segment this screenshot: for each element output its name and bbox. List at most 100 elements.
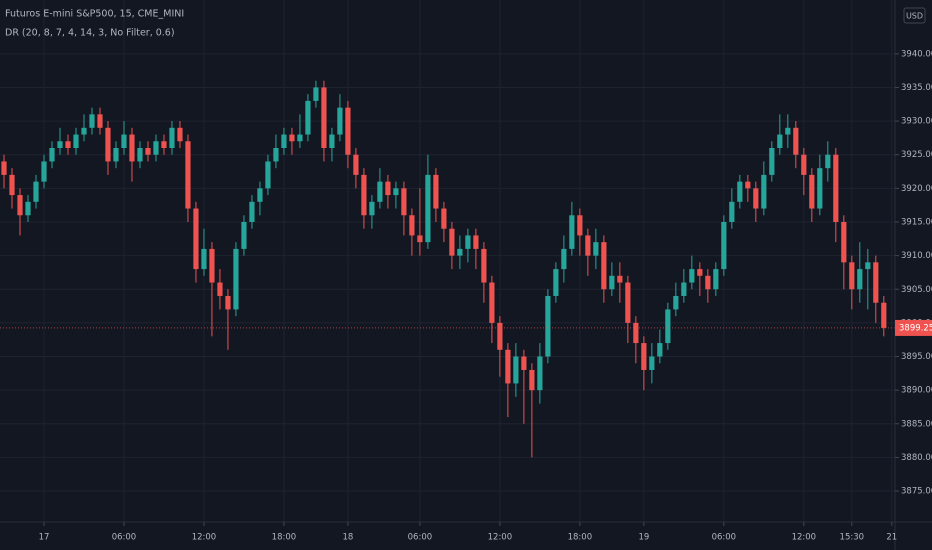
x-tick-label: 18:00 xyxy=(568,533,593,543)
candle-body xyxy=(713,269,719,290)
x-tick-label: 15:30 xyxy=(840,533,865,543)
candle-body xyxy=(553,269,559,296)
candle-body xyxy=(593,242,599,256)
candle-body xyxy=(217,282,223,296)
candle-body xyxy=(153,141,159,155)
candle-body xyxy=(321,87,327,148)
candle-body xyxy=(473,235,479,249)
candle-body xyxy=(665,309,671,344)
candle-body xyxy=(329,134,335,148)
candle-body xyxy=(401,188,407,216)
candle-body xyxy=(513,356,519,384)
candle-body xyxy=(81,127,87,135)
candle-body xyxy=(25,201,31,216)
candle-body xyxy=(385,181,391,196)
last-price-tag xyxy=(895,319,932,336)
candle-body xyxy=(201,248,207,270)
candle-body xyxy=(313,87,319,101)
x-tick-label: 18:00 xyxy=(272,533,297,543)
candle-body xyxy=(105,127,111,162)
candle-body xyxy=(337,107,343,135)
candle-body xyxy=(73,134,79,148)
candle-body xyxy=(801,154,807,175)
candle-body xyxy=(225,295,231,310)
candle-body xyxy=(209,248,215,283)
candle-body xyxy=(17,195,23,216)
candle-body xyxy=(481,248,487,283)
candle-body xyxy=(793,127,799,155)
candle-body xyxy=(881,302,887,328)
y-tick-label: 3875.00 xyxy=(901,487,932,497)
candle-body xyxy=(625,282,631,323)
candle-body xyxy=(745,181,751,189)
candle-body xyxy=(617,275,623,283)
candle-body xyxy=(97,114,103,128)
x-tick-label: 19 xyxy=(638,533,649,543)
candle-body xyxy=(9,174,15,196)
candle-body xyxy=(577,215,583,236)
candle-body xyxy=(65,141,71,148)
candle-body xyxy=(41,161,47,182)
candle-body xyxy=(505,349,511,384)
candle-body xyxy=(729,201,735,222)
candle-body xyxy=(601,242,607,290)
candle-body xyxy=(753,188,759,209)
candle-body xyxy=(57,141,63,148)
x-tick-label: 06:00 xyxy=(408,533,433,543)
candle-body xyxy=(249,201,255,222)
candle-body xyxy=(441,208,447,229)
candle-body xyxy=(377,181,383,202)
y-tick-label: 3890.00 xyxy=(901,386,932,396)
currency-label[interactable]: USD xyxy=(906,12,923,21)
candle-body xyxy=(697,269,703,276)
currency-button[interactable] xyxy=(903,7,926,24)
candle-body xyxy=(761,174,767,209)
y-tick-label: 3915.00 xyxy=(901,217,932,227)
candle-body xyxy=(777,134,783,148)
candle-body xyxy=(1,161,7,175)
candle-body xyxy=(449,228,455,256)
candle-body xyxy=(633,322,639,344)
candle-body xyxy=(297,134,303,142)
candle-body xyxy=(241,221,247,249)
candle-body xyxy=(585,235,591,256)
candle-body xyxy=(657,343,663,357)
x-tick-label: 12:00 xyxy=(792,533,817,543)
indicator-label: DR (20, 8, 7, 4, 14, 3, No Filter, 0.6) xyxy=(5,28,175,39)
x-tick-label: 21 xyxy=(886,533,897,543)
candle-body xyxy=(233,248,239,310)
candle-body xyxy=(353,154,359,175)
y-tick-label: 3880.00 xyxy=(901,453,932,463)
candle-body xyxy=(609,275,615,290)
candle-body xyxy=(425,174,431,243)
candle-body xyxy=(457,248,463,256)
candle-body xyxy=(121,134,127,148)
x-tick-label: 18 xyxy=(343,533,354,543)
candle-body xyxy=(705,275,711,290)
candle-body xyxy=(529,369,535,391)
candle-body xyxy=(721,221,727,270)
candle-body xyxy=(569,215,575,249)
candle-body xyxy=(865,262,871,270)
candle-body xyxy=(289,134,295,142)
y-tick-label: 3905.00 xyxy=(901,285,932,295)
candle-body xyxy=(393,188,399,196)
candle-body xyxy=(841,221,847,263)
candle-body xyxy=(857,269,863,290)
candle-body xyxy=(417,235,423,243)
candle-body xyxy=(345,107,351,155)
candle-body xyxy=(641,343,647,370)
candle-body xyxy=(409,215,415,236)
candle-body xyxy=(681,282,687,296)
candle-body xyxy=(849,262,855,290)
y-tick-label: 3910.00 xyxy=(901,251,932,261)
candle-body xyxy=(833,154,839,222)
x-tick-label: 12:00 xyxy=(192,533,217,543)
x-tick-label: 17 xyxy=(39,533,50,543)
axes: 3875.003880.003885.003890.003895.003900.… xyxy=(39,49,932,543)
candle-body xyxy=(561,248,567,270)
last-price-label: 3899.25 xyxy=(899,323,932,333)
candle-body xyxy=(89,114,95,128)
